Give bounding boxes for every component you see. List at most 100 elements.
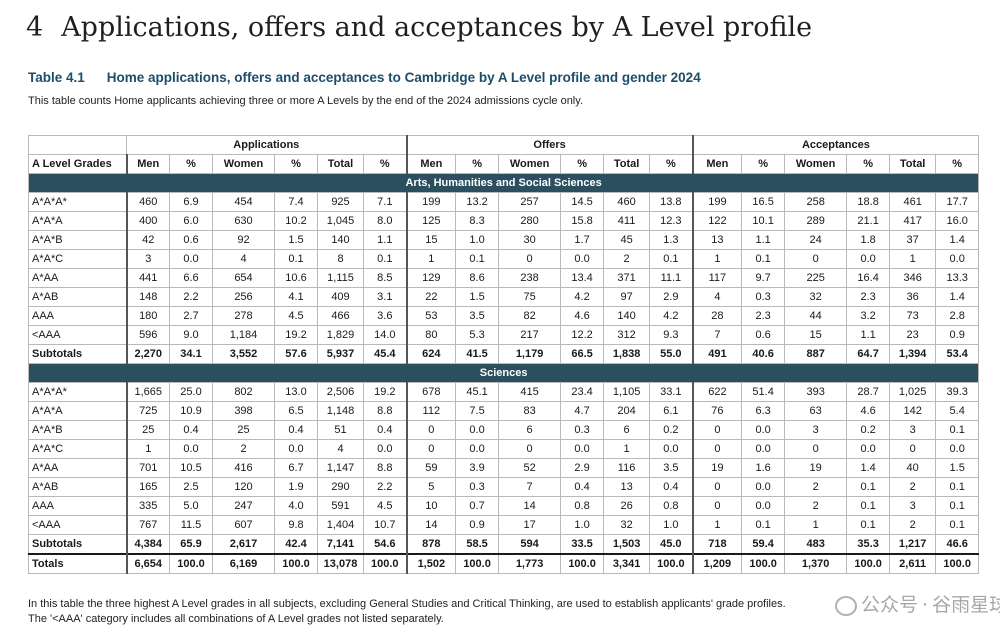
- footnote: In this table the three highest A Level …: [28, 598, 786, 610]
- value-cell: 100.0: [649, 553, 694, 574]
- watermark-separator: ·: [922, 594, 929, 616]
- value-cell: 0.0: [560, 249, 605, 269]
- value-cell: 4.5: [274, 306, 318, 326]
- value-cell: 4.6: [846, 401, 891, 421]
- value-cell: 0.1: [846, 496, 891, 516]
- value-cell: 1,179: [498, 344, 562, 364]
- value-cell: 257: [498, 192, 562, 212]
- value-cell: 1,665: [125, 382, 170, 402]
- value-cell: 75: [498, 287, 562, 307]
- column-header: %: [274, 154, 318, 174]
- value-cell: 371: [603, 268, 651, 288]
- group-header: Offers: [405, 135, 694, 155]
- value-cell: 1,025: [889, 382, 937, 402]
- value-cell: 483: [784, 534, 848, 555]
- value-cell: 2: [784, 496, 848, 516]
- value-cell: 148: [125, 287, 170, 307]
- value-cell: 8.8: [362, 401, 408, 421]
- value-cell: 42.4: [274, 534, 318, 555]
- value-cell: 1.0: [560, 515, 605, 535]
- value-cell: 0.3: [741, 287, 786, 307]
- table-row: A*A*C 3 0.0 4 0.1 8 0.1 1 0.1 0 0.0 2 0.1 1 0.1 0 0.0 1 0.…: [28, 249, 980, 269]
- value-cell: 887: [784, 344, 848, 364]
- value-cell: 2.3: [846, 287, 891, 307]
- value-cell: 129: [405, 268, 457, 288]
- blank-header-cell: [28, 135, 127, 155]
- value-cell: 8.3: [455, 211, 500, 231]
- value-cell: 417: [889, 211, 937, 231]
- value-cell: 100.0: [741, 553, 786, 574]
- grade-cell: A*A*A*: [28, 382, 127, 402]
- value-cell: 0: [691, 439, 743, 459]
- value-cell: 10: [405, 496, 457, 516]
- value-cell: 15: [784, 325, 848, 345]
- value-cell: 2: [603, 249, 651, 269]
- footnote: The '<AAA' category includes all combina…: [28, 613, 444, 625]
- column-header-row: A Level Grades Men% Women% Total% Men% Women…: [28, 154, 980, 174]
- value-cell: 454: [212, 192, 275, 212]
- value-cell: 1.8: [846, 230, 891, 250]
- value-cell: 0.0: [935, 439, 980, 459]
- column-header: %: [455, 154, 500, 174]
- value-cell: 3.9: [455, 458, 500, 478]
- value-cell: 120: [212, 477, 275, 497]
- value-cell: 4.2: [560, 287, 605, 307]
- value-cell: 0: [691, 420, 743, 440]
- value-cell: 76: [691, 401, 743, 421]
- value-cell: 45.4: [362, 344, 408, 364]
- grade-cell: A*A*B: [28, 420, 127, 440]
- value-cell: 1: [125, 439, 170, 459]
- value-cell: 23: [889, 325, 937, 345]
- value-cell: 116: [603, 458, 651, 478]
- subtotal-row: Subtotals 4,384 65.9 2,617 42.4 7,141 54.6 878 5…: [28, 534, 980, 555]
- table-title: Home applications, offers and acceptance…: [106, 70, 701, 85]
- value-cell: 24: [784, 230, 848, 250]
- section-heading: 4 Applications, offers and acceptances by…: [26, 12, 812, 43]
- value-cell: 10.5: [169, 458, 213, 478]
- value-cell: 4.1: [274, 287, 318, 307]
- value-cell: 7,141: [317, 534, 364, 555]
- section-header-row: Arts, Humanities and Social Sciences: [27, 173, 980, 193]
- value-cell: 2: [784, 477, 848, 497]
- value-cell: 1.7: [560, 230, 605, 250]
- value-cell: 0.1: [935, 496, 980, 516]
- totals-row: Totals 6,654 100.0 6,169 100.0 13,078 100.0 1,5…: [28, 553, 980, 574]
- grade-cell: <AAA: [28, 515, 127, 535]
- value-cell: 1: [603, 439, 651, 459]
- value-cell: 100.0: [274, 553, 318, 574]
- value-cell: 13: [603, 477, 651, 497]
- value-cell: 42: [125, 230, 170, 250]
- value-cell: 1: [691, 515, 743, 535]
- value-cell: 4.6: [560, 306, 605, 326]
- grade-cell: A*A*A*: [28, 192, 127, 212]
- value-cell: 112: [405, 401, 457, 421]
- wechat-icon: [835, 595, 857, 616]
- value-cell: 0.4: [649, 477, 694, 497]
- value-cell: 2: [889, 477, 937, 497]
- value-cell: 3.1: [362, 287, 408, 307]
- value-cell: 19.2: [362, 382, 408, 402]
- grade-cell: A*A*C: [28, 439, 127, 459]
- value-cell: 40: [889, 458, 937, 478]
- value-cell: 6.9: [169, 192, 213, 212]
- value-cell: 4,384: [125, 534, 170, 555]
- value-cell: 0.0: [455, 420, 500, 440]
- value-cell: 25.0: [169, 382, 213, 402]
- value-cell: 1.1: [362, 230, 408, 250]
- value-cell: 15.8: [560, 211, 605, 231]
- value-cell: 13.0: [274, 382, 318, 402]
- column-header: %: [935, 154, 980, 174]
- value-cell: 0: [691, 477, 743, 497]
- value-cell: 1.1: [846, 325, 891, 345]
- table-row: A*A*B 42 0.6 92 1.5 140 1.1 15 1.0 30 1.7 45 1.3 13 1.…: [28, 230, 980, 250]
- value-cell: 142: [889, 401, 937, 421]
- value-cell: 5: [405, 477, 457, 497]
- value-cell: 3.5: [455, 306, 500, 326]
- table-row: <AAA 596 9.0 1,184 19.2 1,829 14.0 80 5.3 217 12.2…: [28, 325, 980, 345]
- value-cell: 398: [212, 401, 275, 421]
- value-cell: 0.0: [846, 439, 891, 459]
- value-cell: 4: [212, 249, 275, 269]
- value-cell: 1,404: [317, 515, 364, 535]
- value-cell: 9.7: [741, 268, 786, 288]
- value-cell: 591: [317, 496, 364, 516]
